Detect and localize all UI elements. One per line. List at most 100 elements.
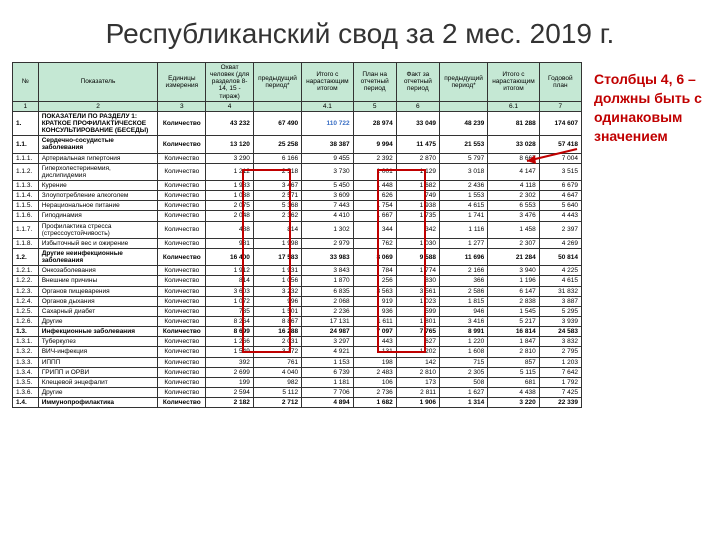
cell: 2 736	[353, 387, 396, 397]
cell: Профилактика стресса (стрессоустойчивост…	[38, 221, 158, 238]
cell: 13 120	[206, 136, 254, 153]
cell: 1.2.2.	[13, 276, 39, 286]
cell: 1.3.6.	[13, 387, 39, 397]
cell: 6 835	[302, 286, 353, 296]
cell: 33 028	[488, 136, 539, 153]
cell: 3 603	[206, 286, 254, 296]
cell: 1 847	[488, 337, 539, 347]
cell: 1 038	[206, 191, 254, 201]
cell: 749	[396, 191, 439, 201]
cell: Злоупотребление алкоголем	[38, 191, 158, 201]
cell: 627	[396, 337, 439, 347]
h-c2: Показатель	[38, 63, 158, 102]
cell: 1.3.	[13, 327, 39, 337]
cell: 1 116	[439, 221, 487, 238]
cell: 1.1.3.	[13, 180, 39, 190]
cell: 7 706	[302, 387, 353, 397]
cell: 1.2.3.	[13, 286, 39, 296]
cell: 4 615	[439, 201, 487, 211]
h2-c1: 1	[13, 101, 39, 111]
cell: 830	[396, 276, 439, 286]
cell: Курение	[38, 180, 158, 190]
cell: 1.2.6.	[13, 316, 39, 326]
cell: 2 699	[206, 367, 254, 377]
cell: Количество	[158, 136, 206, 153]
cell: 9 994	[353, 136, 396, 153]
cell: 1 196	[488, 276, 539, 286]
cell: 1 774	[396, 266, 439, 276]
h-c7: Годовой план	[539, 63, 581, 102]
h-c4: Охват человек (для разделов 8-14, 15 - т…	[206, 63, 254, 102]
cell: Количество	[158, 153, 206, 163]
cell: 626	[353, 191, 396, 201]
cell: Другие	[38, 387, 158, 397]
h2-c6-1	[439, 101, 487, 111]
cell: 2 436	[439, 180, 487, 190]
cell: Количество	[158, 347, 206, 357]
cell: 28 974	[353, 111, 396, 135]
cell: 784	[353, 266, 396, 276]
cell: Клещевой энцефалит	[38, 377, 158, 387]
cell: 946	[439, 306, 487, 316]
cell: 21 284	[488, 248, 539, 265]
table-row: 1.2.3.Органов пищеваренияКоличество3 603…	[13, 286, 582, 296]
cell: 1 870	[302, 276, 353, 286]
cell: Внешние причины	[38, 276, 158, 286]
cell: 22 339	[539, 398, 581, 408]
table-row: 1.1.Сердечно-сосудистые заболеванияКолич…	[13, 136, 582, 153]
cell: 4 443	[539, 211, 581, 221]
cell: 1.2.1.	[13, 266, 39, 276]
cell: 1.3.1.	[13, 337, 39, 347]
cell: 33 049	[396, 111, 439, 135]
cell: 1 627	[439, 387, 487, 397]
cell: 4 894	[302, 398, 353, 408]
cell: 8 991	[439, 327, 487, 337]
cell: Количество	[158, 180, 206, 190]
cell: Онкозаболевания	[38, 266, 158, 276]
cell: 1 023	[396, 296, 439, 306]
cell: 3 561	[396, 286, 439, 296]
cell: 2 305	[439, 367, 487, 377]
cell: 3 887	[539, 296, 581, 306]
cell: 4 040	[253, 367, 301, 377]
cell: 2 362	[253, 211, 301, 221]
table-row: 1.1.6.ГиподинамияКоличество2 0482 3624 4…	[13, 211, 582, 221]
cell: 1 129	[396, 163, 439, 180]
cell: 3 609	[302, 191, 353, 201]
cell: 1 030	[396, 238, 439, 248]
cell: 814	[206, 276, 254, 286]
h2-c6: 6	[396, 101, 439, 111]
cell: 11 475	[396, 136, 439, 153]
cell: 50 814	[539, 248, 581, 265]
h2-c4: 4	[206, 101, 254, 111]
cell: 1.4.	[13, 398, 39, 408]
table-row: 1.3.2.ВИЧ-инфекцияКоличество1 5493 3724 …	[13, 347, 582, 357]
cell: 5 115	[488, 367, 539, 377]
cell: 9 455	[302, 153, 353, 163]
cell: 16 288	[253, 327, 301, 337]
table-row: 1.ПОКАЗАТЕЛИ ПО РАЗДЕЛУ 1: КРАТКОЕ ПРОФИ…	[13, 111, 582, 135]
cell: 1.3.4.	[13, 367, 39, 377]
cell: 762	[353, 238, 396, 248]
cell: 8 699	[206, 327, 254, 337]
cell: Гиперхолестеринемия, дислипидемия	[38, 163, 158, 180]
table-row: 1.3.1.ТуберкулезКоличество1 2662 0313 29…	[13, 337, 582, 347]
cell: 3 232	[253, 286, 301, 296]
cell: 7 443	[302, 201, 353, 211]
cell: 2 048	[206, 211, 254, 221]
cell: ПОКАЗАТЕЛИ ПО РАЗДЕЛУ 1: КРАТКОЕ ПРОФИЛА…	[38, 111, 158, 135]
cell: 1 998	[253, 238, 301, 248]
cell: 919	[353, 296, 396, 306]
cell: 4 647	[539, 191, 581, 201]
cell: 1.1.4.	[13, 191, 39, 201]
cell: 814	[253, 221, 301, 238]
cell: Количество	[158, 306, 206, 316]
cell: Количество	[158, 201, 206, 211]
cell: 2 979	[302, 238, 353, 248]
cell: 857	[488, 357, 539, 367]
cell: 199	[206, 377, 254, 387]
cell: 43 232	[206, 111, 254, 135]
cell: Инфекционные заболевания	[38, 327, 158, 337]
table-body: 1.ПОКАЗАТЕЛИ ПО РАЗДЕЛУ 1: КРАТКОЕ ПРОФИ…	[13, 111, 582, 407]
cell: 7 425	[539, 387, 581, 397]
